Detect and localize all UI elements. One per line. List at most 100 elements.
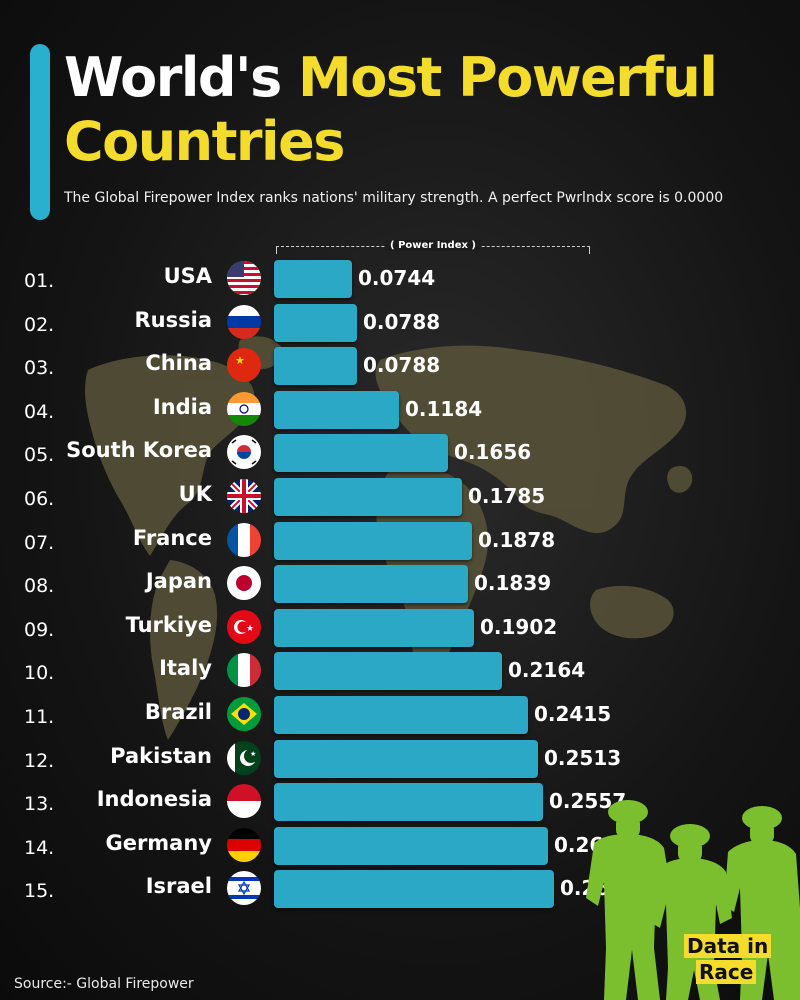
chart-row: 04. India 0.1184 — [0, 390, 800, 435]
country-label: South Korea — [66, 438, 212, 463]
country-label: USA — [163, 264, 212, 288]
uk-flag-icon — [227, 479, 261, 513]
italy-flag-icon — [227, 653, 261, 688]
bar — [274, 608, 474, 647]
chart-row: 09. Turkiye ★ 0.1902 — [0, 608, 800, 653]
logo-line-2: Race — [696, 960, 757, 984]
rank-label: 02. — [24, 313, 55, 336]
pakistan-flag-icon: ★ — [227, 740, 261, 775]
country-label: Israel — [145, 874, 212, 899]
value-label: 0.1839 — [474, 571, 552, 596]
france-flag-icon — [227, 522, 261, 557]
bar — [274, 478, 462, 516]
svg-text:★: ★ — [235, 354, 245, 367]
chart-row: 12. Pakistan ★ 0.2513 — [0, 739, 800, 784]
bar — [274, 565, 468, 604]
value-label: 0.0788 — [363, 353, 441, 378]
brazil-flag-icon — [227, 697, 261, 731]
bar — [274, 260, 352, 298]
bar — [274, 870, 554, 909]
data-in-race-logo: Data in Race — [684, 934, 788, 988]
bar — [274, 434, 448, 473]
title-accent-bar — [30, 44, 50, 220]
rank-label: 13. — [24, 793, 55, 816]
value-label: 0.1902 — [480, 614, 558, 639]
country-label: Brazil — [144, 700, 212, 724]
country-label: France — [132, 525, 212, 550]
svg-text:★: ★ — [246, 624, 254, 634]
bar — [274, 739, 538, 778]
south-korea-flag-icon — [227, 435, 261, 470]
chart-row: 06. UK 0.1785 — [0, 478, 800, 522]
country-label: Indonesia — [96, 787, 212, 812]
china-flag-icon: ★ — [227, 348, 261, 383]
value-label: 0.2513 — [544, 745, 622, 770]
chart-row: 02. Russia 0.0788 — [0, 303, 800, 348]
chart-row: 05. South Korea 0.1656 — [0, 434, 800, 478]
axis-label-bracket: ( Power Index ) — [276, 240, 590, 254]
bar — [274, 652, 502, 691]
rank-label: 11. — [24, 706, 55, 728]
bar — [274, 521, 472, 560]
chart-row: 08. Japan 0.1839 — [0, 565, 800, 609]
russia-flag-icon — [227, 304, 261, 339]
bar — [274, 826, 548, 865]
turkiye-flag-icon: ★ — [227, 609, 261, 644]
country-label: UK — [178, 482, 212, 506]
rank-label: 05. — [24, 444, 55, 467]
country-label: Pakistan — [110, 743, 212, 768]
axis-label: ( Power Index ) — [386, 240, 480, 251]
bar — [274, 347, 357, 386]
indonesia-flag-icon — [227, 784, 261, 819]
subtitle: The Global Firepower Index ranks nations… — [64, 190, 724, 206]
rank-label: 07. — [24, 531, 55, 554]
country-label: Germany — [105, 830, 212, 855]
chart-row: 01. USA 0.0744 — [0, 260, 800, 304]
value-label: 0.1184 — [405, 396, 483, 421]
rank-label: 09. — [24, 618, 55, 641]
value-label: 0.2415 — [534, 702, 612, 726]
svg-text:★: ★ — [250, 750, 256, 758]
chart-row: 10. Italy 0.2164 — [0, 652, 800, 696]
country-label: Russia — [134, 307, 213, 332]
soldiers-silhouette-icon — [586, 800, 800, 1000]
value-label: 0.1785 — [468, 484, 546, 508]
rank-label: 01. — [24, 270, 55, 292]
country-label: China — [145, 351, 212, 376]
bar — [274, 390, 399, 429]
japan-flag-icon — [227, 566, 261, 601]
rank-label: 03. — [24, 357, 55, 380]
israel-flag-icon — [227, 871, 261, 906]
country-label: Turkiye — [125, 612, 212, 637]
chart-row: 14. Germany 0.2601 — [0, 826, 800, 871]
rank-label: 08. — [24, 575, 55, 598]
usa-flag-icon — [227, 261, 261, 295]
chart-row: 07. France 0.1878 — [0, 521, 800, 566]
value-label: 0.0744 — [358, 266, 436, 290]
chart-row: 11. Brazil 0.2415 — [0, 696, 800, 740]
value-label: 0.0788 — [363, 309, 441, 334]
source-note: Source:- Global Firepower — [14, 976, 194, 992]
india-flag-icon — [227, 391, 261, 426]
bar — [274, 783, 543, 822]
rank-label: 12. — [24, 749, 55, 772]
rank-label: 15. — [24, 880, 55, 903]
logo-line-1: Data in — [684, 934, 772, 958]
country-label: Japan — [145, 569, 212, 594]
chart-row: 03. China ★ 0.0788 — [0, 347, 800, 391]
country-label: India — [152, 394, 212, 419]
value-label: 0.2164 — [508, 658, 586, 683]
title-part-yellow-2: Countries — [64, 110, 345, 173]
bar — [274, 303, 357, 342]
rank-label: 06. — [24, 488, 55, 510]
value-label: 0.1878 — [478, 527, 556, 552]
title-part-white: World's — [64, 46, 282, 109]
bar — [274, 696, 528, 734]
title-part-yellow-1: Most Powerful — [298, 46, 718, 109]
rank-label: 10. — [24, 662, 55, 685]
country-label: Italy — [159, 656, 212, 681]
rank-label: 04. — [24, 400, 55, 423]
rank-label: 14. — [24, 836, 55, 859]
germany-flag-icon — [227, 827, 261, 862]
